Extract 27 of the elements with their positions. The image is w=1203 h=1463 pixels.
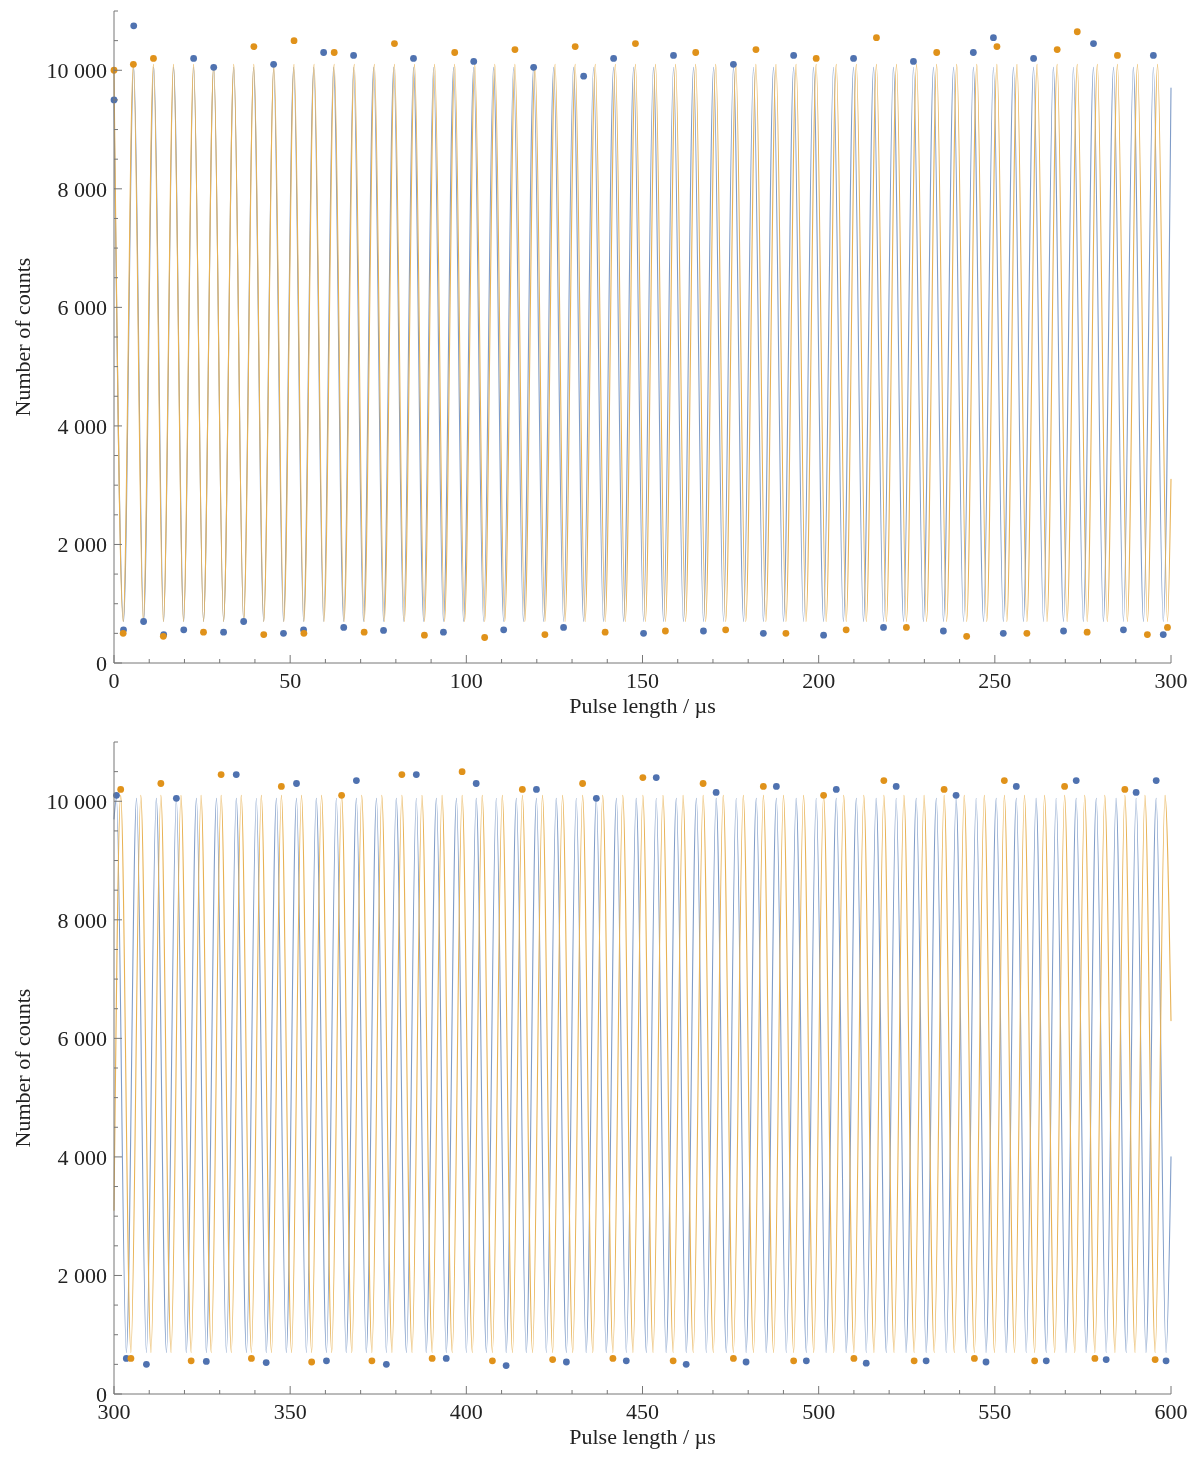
y-tick-label: 6 000 xyxy=(57,1026,107,1052)
x-tick-label: 150 xyxy=(626,668,659,693)
y-tick-label: 2 000 xyxy=(57,532,107,558)
y-tick-label: 10 000 xyxy=(46,788,107,814)
y-axis-title: Number of counts xyxy=(10,988,35,1148)
x-tick-label: 350 xyxy=(273,1399,307,1424)
x-tick-label: 400 xyxy=(449,1399,483,1424)
y-tick-label: 4 000 xyxy=(57,413,107,439)
x-tick-label: 500 xyxy=(802,1399,836,1424)
x-tick-label: 550 xyxy=(978,1399,1012,1424)
x-tick-label: 250 xyxy=(978,668,1012,693)
y-axis-title: Number of counts xyxy=(10,257,35,417)
x-tick-label: 200 xyxy=(802,668,836,693)
y-tick-label: 10 000 xyxy=(46,57,107,83)
y-tick-label: 8 000 xyxy=(57,176,107,202)
x-tick-label: 300 xyxy=(1154,668,1188,693)
x-axis-title: Pulse length / µs xyxy=(569,693,716,718)
y-tick-label: 8 000 xyxy=(57,907,107,933)
x-axis-title: Pulse length / µs xyxy=(569,1424,716,1449)
y-tick-label: 4 000 xyxy=(57,1144,107,1170)
y-tick-label: 2 000 xyxy=(57,1263,107,1289)
x-tick-label: 50 xyxy=(279,668,302,693)
x-tick-label: 450 xyxy=(626,1399,659,1424)
y-tick-label: 0 xyxy=(96,650,107,676)
y-tick-label: 6 000 xyxy=(57,295,107,321)
x-tick-label: 100 xyxy=(449,668,483,693)
x-tick-label: 600 xyxy=(1154,1399,1188,1424)
